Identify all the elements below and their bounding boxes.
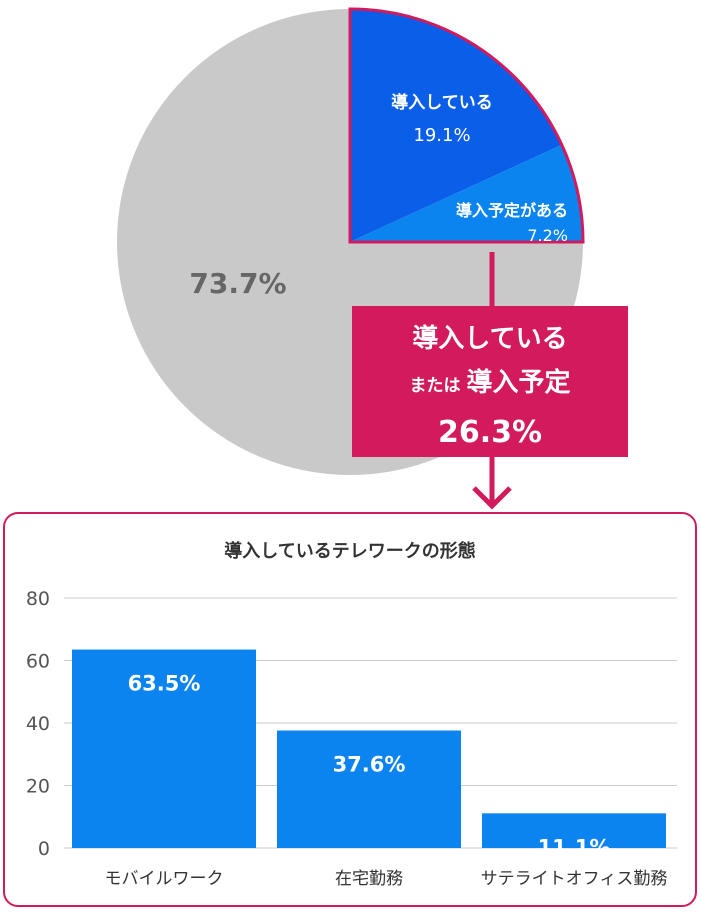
pie-label-adopted: 導入している [391, 92, 493, 113]
pie-slice-adopted [350, 9, 562, 242]
pie-label-planned: 導入予定がある [456, 201, 568, 220]
x-axis-labels: モバイルワーク 在宅勤務 サテライトオフィス勤務 [105, 869, 668, 889]
callout-value: 26.3% [438, 415, 542, 450]
callout-line2: または 導入予定 [409, 367, 570, 398]
pie-value-adopted: 19.1% [413, 125, 470, 146]
x-category-label: サテライトオフィス勤務 [481, 869, 668, 889]
callout-line1: 導入している [412, 323, 567, 354]
pie-slice-planned [350, 144, 583, 242]
callout-line2-big: 導入予定 [466, 367, 570, 398]
y-tick-label: 20 [26, 776, 50, 798]
x-category-label: モバイルワーク [105, 869, 224, 889]
arrow-down-icon [472, 486, 512, 510]
callout-line2-small: または [409, 376, 460, 396]
bar [72, 649, 256, 848]
y-tick-label: 80 [26, 588, 50, 610]
pie-highlight-outline [348, 7, 585, 244]
pie-value-not-adopted: 73.7% [189, 267, 286, 300]
bar [277, 730, 461, 848]
bar [482, 813, 666, 848]
y-tick-label: 40 [26, 713, 50, 735]
bar-chart-title: 導入しているテレワークの形態 [224, 540, 475, 562]
x-category-label: 在宅勤務 [335, 869, 403, 889]
y-tick-label: 0 [38, 838, 50, 860]
pie-value-planned: 7.2% [527, 226, 568, 245]
callout-box [352, 306, 628, 457]
y-tick-label: 60 [26, 651, 50, 673]
bar-value-label: 63.5% [128, 672, 201, 696]
bar-value-label: 11.1% [538, 835, 611, 859]
y-axis-ticks: 0 20 40 60 80 [26, 588, 50, 860]
bar-value-label: 37.6% [333, 753, 406, 777]
bar-marks: 63.5% 37.6% 11.1% [72, 649, 666, 859]
